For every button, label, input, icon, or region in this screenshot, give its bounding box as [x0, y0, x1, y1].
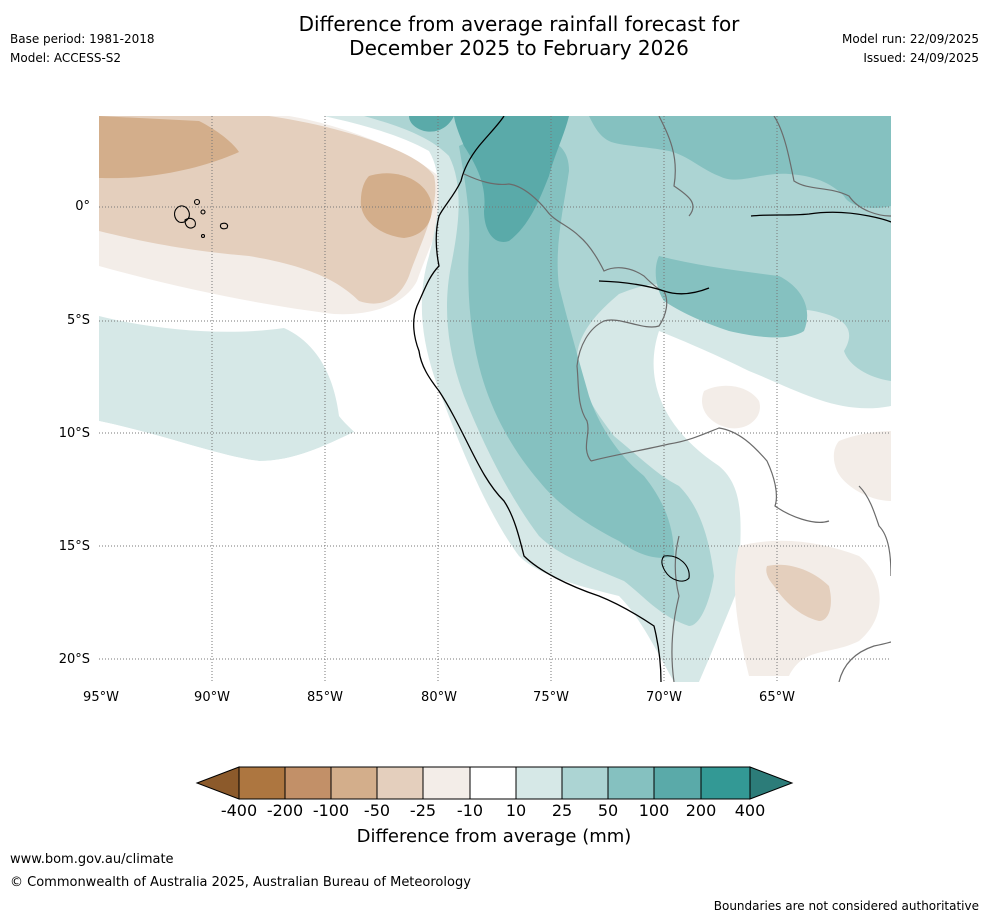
- colorbar-swatch: [284, 766, 332, 800]
- colorbar-label: Difference from average (mm): [356, 826, 632, 847]
- colorbar-tick: 400: [734, 801, 766, 820]
- dry-zone-ocean-core-east: [360, 173, 432, 238]
- lat-label-5s: 5°S: [66, 313, 90, 328]
- model-name: Model: ACCESS-S2: [10, 51, 122, 65]
- map-title-line1: Difference from average rainfall forecas…: [298, 12, 740, 36]
- colorbar-swatch: [376, 766, 424, 800]
- colorbar-swatch: [238, 766, 286, 800]
- national-boundaries: [463, 116, 891, 682]
- colorbar-swatch: [607, 766, 655, 800]
- coastlines: [413, 116, 891, 682]
- lon-label-95w: 95°W: [83, 690, 119, 705]
- meta-right: Model run: 22/09/2025 Issued: 24/09/2025: [842, 30, 979, 68]
- map-gridlines: [99, 116, 891, 682]
- lon-label-80w: 80°W: [421, 690, 457, 705]
- colorbar-tick: -25: [409, 801, 437, 820]
- neutral-zone-ocean-south: [99, 421, 479, 682]
- colorbar-swatch: [469, 766, 517, 800]
- dry-zone-ocean-core-west: [99, 116, 239, 179]
- base-period: Base period: 1981-2018: [10, 32, 155, 46]
- galapagos-islands: [174, 198, 229, 239]
- lon-label-70w: 70°W: [646, 690, 682, 705]
- map-title-line2: December 2025 to February 2026: [349, 36, 689, 60]
- colorbar-arrow-high: [749, 766, 794, 800]
- colorbar-tick: 100: [638, 801, 670, 820]
- colorbar-tick: -200: [266, 801, 304, 820]
- dry-zone-inland-east: [833, 431, 891, 501]
- map-title: Difference from average rainfall forecas…: [194, 12, 844, 60]
- rainfall-map: [99, 116, 891, 682]
- colorbar-tick: -100: [312, 801, 350, 820]
- lon-label-85w: 85°W: [307, 690, 343, 705]
- colorbar-tick: 25: [551, 801, 573, 820]
- boundary-disclaimer: Boundaries are not considered authoritat…: [713, 899, 979, 913]
- colorbar-swatch: [561, 766, 609, 800]
- colorbar: [195, 766, 794, 800]
- lon-label-65w: 65°W: [759, 690, 795, 705]
- lake-titicaca-icon: [661, 555, 690, 582]
- copyright-text: © Commonwealth of Australia 2025, Austra…: [10, 875, 471, 890]
- lat-label-20s: 20°S: [58, 652, 90, 667]
- colorbar-swatch: [515, 766, 563, 800]
- colorbar-swatch: [422, 766, 471, 800]
- issued-date: Issued: 24/09/2025: [863, 51, 979, 65]
- wet-zone-ocean-southwest: [99, 316, 355, 461]
- lat-label-15s: 15°S: [58, 539, 90, 554]
- colorbar-swatch: [653, 766, 702, 800]
- website-link[interactable]: www.bom.gov.au/climate: [10, 852, 174, 867]
- colorbar-tick: -400: [220, 801, 258, 820]
- colorbar-tick: -10: [456, 801, 484, 820]
- wet-zone-continent-50-100-andes: [459, 135, 674, 558]
- lat-label-10s: 10°S: [58, 426, 90, 441]
- colorbar-swatch: [700, 766, 751, 800]
- lon-label-90w: 90°W: [194, 690, 230, 705]
- model-run: Model run: 22/09/2025: [841, 32, 979, 46]
- colorbar-arrow-low: [195, 766, 240, 800]
- colorbar-swatch: [330, 766, 378, 800]
- wet-zone-continent-100-200: [454, 116, 569, 242]
- colorbar-tick: -50: [363, 801, 391, 820]
- wet-zone-continent-50-100-north: [409, 116, 891, 338]
- colorbar-tick: 50: [597, 801, 619, 820]
- dry-zone-inland-south-core: [766, 564, 831, 621]
- lat-label-0: 0°: [75, 199, 90, 214]
- lon-label-75w: 75°W: [533, 690, 569, 705]
- colorbar-tick: 10: [505, 801, 527, 820]
- colorbar-tick: 200: [685, 801, 717, 820]
- wet-zone-continent-100-200-north: [409, 116, 454, 132]
- meta-left: Base period: 1981-2018 Model: ACCESS-S2: [10, 30, 155, 68]
- dry-zone-inland-north: [701, 385, 760, 429]
